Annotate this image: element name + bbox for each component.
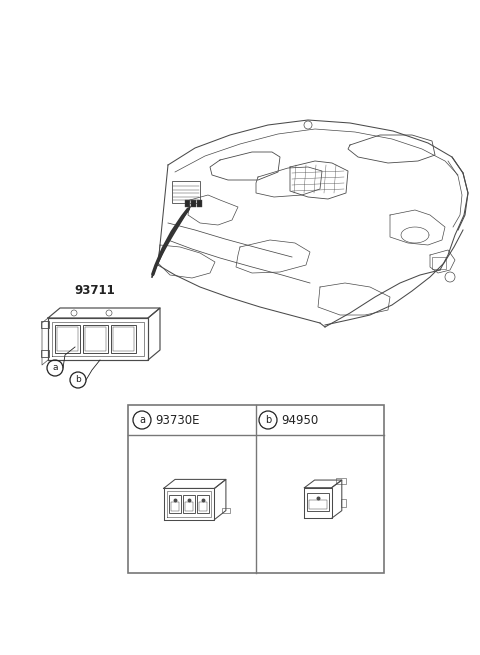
Bar [222, 508, 230, 513]
Bar [336, 478, 346, 484]
Text: 93711: 93711 [74, 284, 115, 297]
Bar [185, 200, 190, 207]
Bar [169, 495, 181, 513]
Bar [113, 327, 134, 351]
Bar [111, 325, 136, 353]
Text: 93730E: 93730E [155, 413, 200, 426]
Bar [128, 405, 384, 573]
Text: b: b [75, 375, 81, 384]
Bar [83, 325, 108, 353]
Bar [310, 500, 326, 510]
Bar [307, 493, 329, 512]
Bar [171, 502, 179, 511]
Bar [197, 495, 209, 513]
Bar [183, 495, 195, 513]
Bar [172, 181, 200, 203]
Text: 94950: 94950 [281, 413, 318, 426]
Bar [55, 325, 80, 353]
Bar [199, 502, 207, 511]
Bar [85, 327, 106, 351]
Bar [57, 327, 78, 351]
Text: b: b [265, 415, 271, 425]
Bar [185, 502, 193, 511]
Bar [191, 200, 196, 207]
Bar [341, 498, 346, 507]
Bar [41, 321, 49, 328]
Bar [432, 257, 446, 269]
Text: a: a [139, 415, 145, 425]
Bar [41, 350, 49, 357]
Bar [197, 200, 202, 207]
Text: a: a [52, 364, 58, 373]
